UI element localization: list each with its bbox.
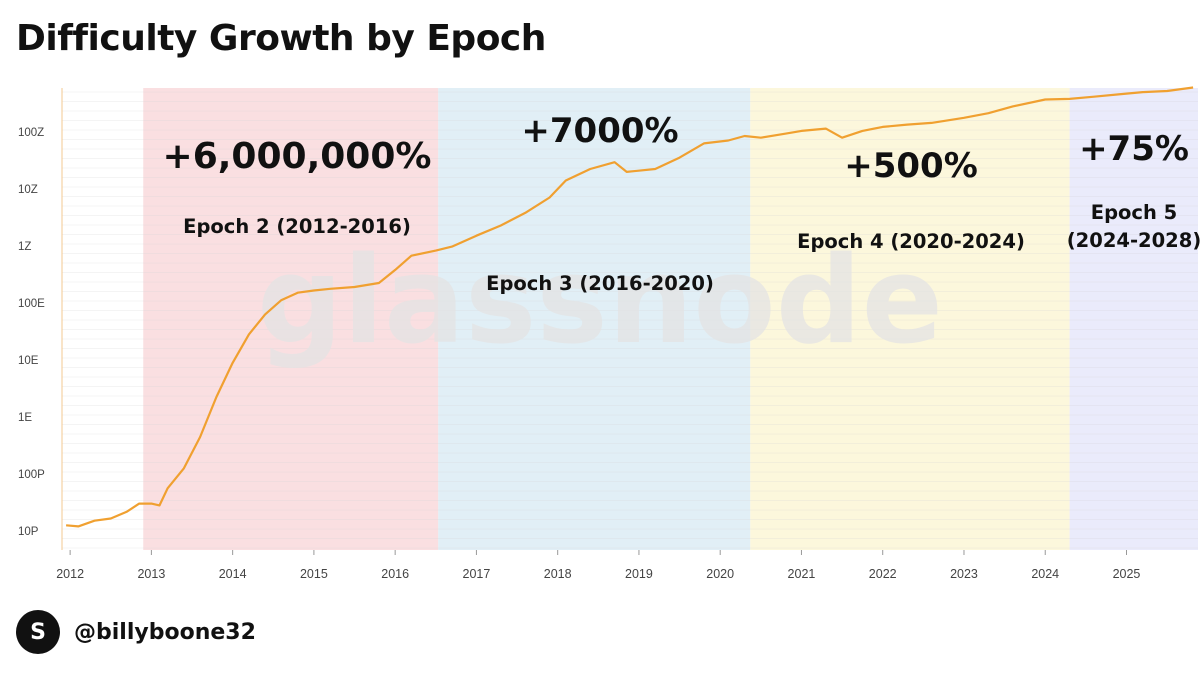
- epoch-name-label: Epoch 3 (2016-2020): [486, 272, 714, 295]
- x-tick-label: 2013: [137, 567, 165, 581]
- x-tick-label: 2014: [219, 567, 247, 581]
- footer: S @billyboone32: [16, 610, 256, 654]
- y-tick-label: 1Z: [18, 241, 31, 253]
- epoch-name-label: (2024-2028): [1067, 229, 1200, 252]
- epoch-change-label: +75%: [1079, 129, 1189, 169]
- x-tick-label: 2012: [56, 567, 84, 581]
- y-tick-label: 100Z: [18, 127, 44, 139]
- x-tick-label: 2025: [1113, 567, 1141, 581]
- avatar: S: [16, 610, 60, 654]
- epoch-name-label: Epoch 5: [1091, 201, 1177, 224]
- y-tick-label: 10E: [18, 355, 39, 367]
- y-tick-label: 10Z: [18, 184, 38, 196]
- y-tick-label: 1E: [18, 412, 32, 424]
- x-tick-label: 2017: [463, 567, 491, 581]
- x-tick-label: 2018: [544, 567, 572, 581]
- epoch-change-label: +500%: [844, 146, 978, 186]
- epoch-band-5: [1069, 88, 1198, 550]
- x-tick-label: 2016: [381, 567, 409, 581]
- epoch-change-label: +6,000,000%: [163, 136, 432, 177]
- difficulty-line: [66, 86, 1194, 528]
- chart-title: Difficulty Growth by Epoch: [16, 18, 546, 59]
- x-tick-label: 2023: [950, 567, 978, 581]
- epoch-band-2: [143, 88, 439, 550]
- watermark: glassnode: [257, 232, 943, 371]
- x-tick-label: 2019: [625, 567, 653, 581]
- x-tick-label: 2021: [788, 567, 816, 581]
- x-tick-label: 2015: [300, 567, 328, 581]
- epoch-band-4: [750, 88, 1070, 550]
- y-tick-label: 100E: [18, 298, 45, 310]
- author-handle: @billyboone32: [74, 619, 256, 645]
- y-tick-label: 100P: [18, 469, 45, 481]
- epoch-band-3: [438, 88, 751, 550]
- x-tick-label: 2022: [869, 567, 897, 581]
- epoch-name-label: Epoch 4 (2020-2024): [797, 230, 1025, 253]
- epoch-change-label: +7000%: [521, 111, 678, 151]
- y-tick-label: 10P: [18, 526, 39, 538]
- epoch-name-label: Epoch 2 (2012-2016): [183, 215, 411, 238]
- x-tick-label: 2020: [706, 567, 734, 581]
- x-tick-label: 2024: [1031, 567, 1059, 581]
